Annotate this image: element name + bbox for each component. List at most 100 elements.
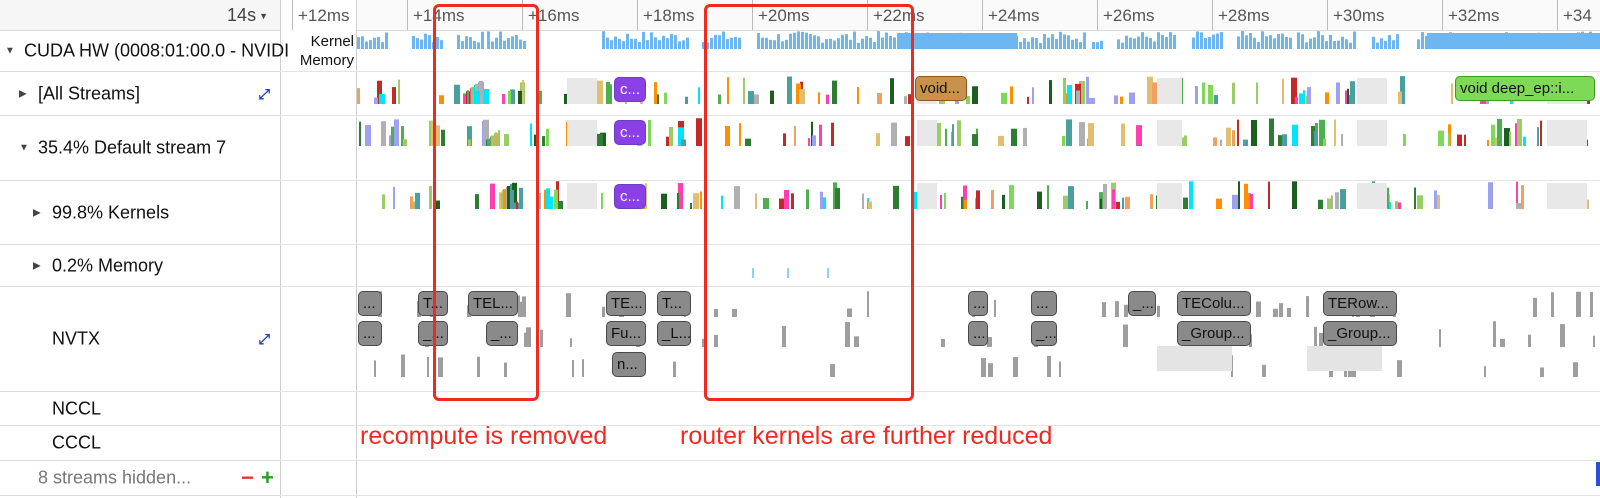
nvtx-activity-bar [988, 363, 993, 377]
kernel-activity-bar [1398, 91, 1402, 104]
row-cuda-hw[interactable]: ▼ CUDA HW (0008:01:00.0 - NVIDI [0, 31, 289, 72]
kernel-activity-bar [495, 132, 497, 146]
minus-button[interactable]: − [241, 465, 254, 490]
kernel-block[interactable]: void... [915, 76, 967, 101]
nvtx-range[interactable]: _Group... [1177, 321, 1251, 346]
memory-activity-bar [361, 36, 364, 49]
nvtx-activity-bar [1124, 304, 1128, 317]
kernel-block[interactable]: c... [614, 77, 646, 102]
kernel-activity-bar [700, 191, 702, 209]
nvtx-range[interactable]: _L... [657, 321, 691, 346]
expand-arrows-icon[interactable]: ⤢ [258, 330, 270, 347]
sublabel-divider [356, 0, 357, 498]
row-default-stream[interactable]: ▼ 35.4% Default stream 7 [0, 116, 280, 181]
kernel-activity-bar [1488, 182, 1493, 209]
nvtx-activity-bar [427, 356, 429, 377]
nvtx-range[interactable]: ... [358, 321, 382, 346]
nvtx-activity-bar [1273, 308, 1278, 317]
memory-activity-bar [889, 35, 892, 49]
nvtx-activity-bar [1047, 355, 1051, 377]
row-kernels[interactable]: ▶ 99.8% Kernels [0, 181, 280, 245]
row-divider [280, 71, 1600, 72]
tree-divider[interactable] [280, 0, 281, 498]
nvtx-activity-bar [1528, 338, 1530, 347]
row-nccl[interactable]: NCCL [0, 392, 280, 426]
nvtx-range[interactable]: ... [1031, 291, 1057, 316]
kernel-activity-bar [490, 183, 495, 209]
nvtx-range[interactable]: TEColu... [1177, 291, 1251, 316]
nvtx-range[interactable]: _... [1128, 291, 1156, 316]
collapse-icon[interactable]: ▼ [19, 142, 29, 154]
nvtx-range[interactable]: ... [968, 321, 988, 346]
expand-icon[interactable]: ▶ [33, 260, 41, 271]
row-divider [280, 115, 1600, 116]
kernel-activity-bar [1319, 119, 1325, 146]
kernel-activity-bar [1347, 88, 1349, 104]
row-all-streams[interactable]: ▶ [All Streams] ⤢ [0, 72, 280, 116]
kernel-activity-bar [1129, 92, 1135, 104]
memory-activity-bar [789, 33, 792, 49]
nvtx-range[interactable]: TEL... [468, 291, 518, 316]
nvtx-range[interactable]: Fu... [606, 321, 646, 346]
kernel-activity-bar [1334, 119, 1336, 146]
row-memory[interactable]: ▶ 0.2% Memory [0, 245, 280, 287]
ruler-tick-label: +24ms [988, 6, 1040, 25]
memory-activity-bar [1349, 42, 1352, 49]
memory-activity-bar [829, 38, 832, 49]
row-divider [280, 391, 1600, 392]
memory-activity-bar [650, 32, 653, 49]
nvtx-range[interactable]: TERow... [1323, 291, 1397, 316]
timeline-canvas[interactable] [357, 31, 1600, 461]
kernel-activity-bar [357, 88, 360, 104]
nvtx-range[interactable]: TE... [606, 291, 646, 316]
nvtx-range[interactable]: _... [1031, 321, 1057, 346]
nvtx-activity-bar [401, 354, 405, 377]
kernel-activity-bar [893, 185, 899, 209]
kernel-activity-bar [734, 186, 740, 209]
kernel-block[interactable]: c... [614, 120, 646, 145]
kernel-block[interactable]: void deep_ep::i... [1455, 76, 1595, 101]
zoom-selector[interactable]: 14s ▼ [227, 5, 268, 26]
expand-icon[interactable]: ▶ [19, 88, 27, 99]
kernel-activity-bar [745, 138, 751, 146]
memory-activity-bar [523, 40, 526, 49]
nvtx-activity-bar [572, 359, 574, 377]
memory-activity-bar [1063, 34, 1066, 49]
collapse-icon[interactable]: ▼ [5, 45, 15, 57]
memory-activity-bar [702, 41, 705, 49]
expand-arrows-icon[interactable]: ⤢ [258, 85, 270, 101]
kernel-activity-bar [1009, 185, 1014, 209]
kernel-block[interactable]: c... [614, 184, 646, 209]
row-label: 99.8% Kernels [52, 202, 170, 222]
expand-icon[interactable]: ▶ [33, 207, 41, 218]
memory-activity-bar [1019, 41, 1022, 49]
nvtx-activity-bar [1314, 326, 1317, 347]
nvtx-activity-bar [1157, 305, 1160, 317]
kernel-activity-bar [359, 121, 361, 146]
kernel-activity-bar [564, 93, 568, 104]
memory-activity-bar [1341, 36, 1344, 49]
nvtx-range[interactable]: ... [358, 291, 382, 316]
nvtx-range[interactable]: T... [657, 291, 691, 316]
plus-button[interactable]: + [261, 465, 274, 490]
kernel-activity-bar [890, 78, 894, 104]
nvtx-range[interactable]: n... [612, 352, 646, 377]
nvtx-range[interactable]: ... [968, 291, 988, 316]
scrollbar-thumb[interactable] [1596, 462, 1600, 486]
memory-activity-bar [1253, 37, 1256, 49]
nvtx-activity-bar [1573, 362, 1578, 377]
kernel-activity-bar [831, 122, 834, 146]
nvtx-range[interactable]: _... [486, 321, 518, 346]
nvtx-range[interactable]: _Group... [1323, 321, 1397, 346]
kernel-activity-bar [558, 200, 563, 209]
row-cccl[interactable]: CCCL [0, 426, 280, 461]
memory-activity-bar [1079, 42, 1082, 49]
kernel-activity-bar [1067, 85, 1072, 104]
memory-activity-bar [1261, 31, 1264, 49]
kernel-activity-bar [936, 122, 941, 146]
memory-activity-bar [1039, 42, 1042, 49]
row-nvtx[interactable]: NVTX ⤢ [0, 287, 280, 392]
kernel-activity-bar [392, 87, 396, 104]
kernel-activity-bar [1103, 183, 1107, 209]
time-ruler[interactable]: +12ms +14ms +16ms +18ms +20ms +22ms +24ms +26ms… [292, 0, 1600, 31]
